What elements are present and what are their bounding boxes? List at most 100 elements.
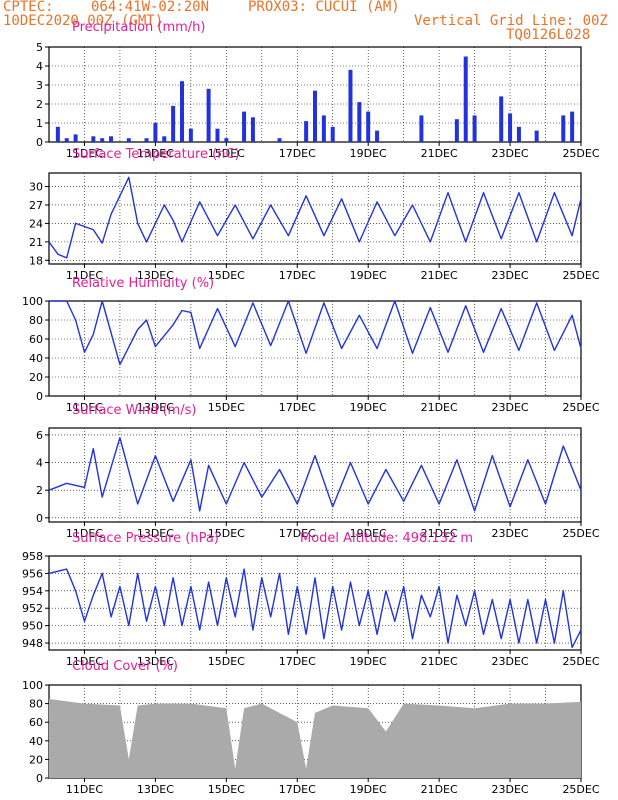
rh-xtick-label: 17DEC bbox=[279, 401, 316, 414]
precip-bar bbox=[454, 119, 459, 142]
precip-bar bbox=[357, 102, 362, 142]
pressure-ytick-label: 952 bbox=[22, 602, 43, 615]
temp-ytick-label: 27 bbox=[29, 199, 43, 212]
header-code: TQ0126L028 bbox=[506, 27, 591, 43]
temp-line bbox=[48, 176, 582, 259]
precip-bar bbox=[419, 115, 424, 142]
rh-xtick-label: 19DEC bbox=[350, 401, 387, 414]
wind-ytick-label: 0 bbox=[36, 512, 43, 525]
cloud-xtick-label: 17DEC bbox=[279, 783, 316, 796]
precip-bar bbox=[375, 130, 380, 142]
precip-ytick-label: 0 bbox=[36, 136, 43, 149]
cloud-ytick-label: 80 bbox=[29, 698, 43, 711]
cloud-ytick-label: 0 bbox=[36, 772, 43, 785]
precip-bar bbox=[188, 128, 193, 142]
temp-xtick-label: 17DEC bbox=[279, 269, 316, 282]
rh-line bbox=[49, 300, 582, 366]
rh-xtick-label: 25DEC bbox=[562, 401, 599, 414]
wind-xtick-label: 17DEC bbox=[279, 527, 316, 540]
rh-xtick-label: 13DEC bbox=[137, 401, 174, 414]
wind-ytick-label: 6 bbox=[36, 429, 43, 442]
wind-xtick-label: 15DEC bbox=[208, 527, 245, 540]
cloud-ytick-label: 60 bbox=[29, 716, 43, 729]
wind-xtick-label: 21DEC bbox=[421, 527, 458, 540]
pressure-ytick-label: 948 bbox=[22, 637, 43, 650]
pressure-ytick-label: 954 bbox=[22, 585, 43, 598]
precip-bar bbox=[348, 69, 353, 142]
precip-ytick-label: 2 bbox=[36, 98, 43, 111]
precip-xtick-label: 15DEC bbox=[208, 147, 245, 160]
pressure-title: Surface Pressure (hPa) bbox=[72, 531, 219, 546]
temp-ytick-label: 18 bbox=[29, 254, 43, 267]
precip-bar bbox=[180, 81, 184, 142]
precip-xtick-label: 11DEC bbox=[66, 147, 103, 160]
pressure-xtick-label: 23DEC bbox=[492, 655, 529, 668]
header-date: 10DEC2020 00Z (GMT) bbox=[3, 13, 164, 29]
wind-xtick-label: 19DEC bbox=[350, 527, 387, 540]
precip-bar bbox=[330, 126, 335, 142]
temp-xtick-label: 11DEC bbox=[66, 269, 103, 282]
precip-bar bbox=[277, 138, 282, 142]
pressure-xtick-label: 17DEC bbox=[279, 655, 316, 668]
cloud-xtick-label: 11DEC bbox=[66, 783, 103, 796]
wind-ytick-label: 4 bbox=[36, 457, 43, 470]
pressure-xtick-label: 19DEC bbox=[350, 655, 387, 668]
cloud-xtick-label: 23DEC bbox=[492, 783, 529, 796]
precip-bar bbox=[171, 105, 176, 142]
precip-bar bbox=[55, 126, 60, 142]
wind-line bbox=[48, 437, 582, 512]
rh-xtick-label: 21DEC bbox=[421, 401, 458, 414]
temp-xtick-label: 25DEC bbox=[562, 269, 599, 282]
wind-ytick-label: 2 bbox=[36, 484, 43, 497]
precip-bar bbox=[109, 136, 114, 142]
pressure-frame bbox=[48, 555, 582, 651]
temp-ytick-label: 21 bbox=[29, 236, 43, 249]
precip-xtick-label: 13DEC bbox=[137, 147, 174, 160]
rh-ytick-label: 40 bbox=[29, 352, 43, 365]
cloud-xtick-label: 13DEC bbox=[137, 783, 174, 796]
precip-bar bbox=[321, 115, 326, 142]
pressure-ytick-label: 956 bbox=[22, 567, 43, 580]
precip-bar bbox=[472, 115, 477, 142]
cloud-ytick-label: 20 bbox=[29, 753, 43, 766]
rh-xtick-label: 23DEC bbox=[492, 401, 529, 414]
cloud-area bbox=[49, 699, 581, 778]
precip-bar bbox=[162, 136, 167, 142]
temp-frame bbox=[48, 172, 582, 265]
precip-bar bbox=[242, 111, 247, 142]
temp-ytick-label: 30 bbox=[29, 181, 43, 194]
rh-xtick-label: 15DEC bbox=[208, 401, 245, 414]
rh-ytick-label: 60 bbox=[29, 333, 43, 346]
wind-xtick-label: 13DEC bbox=[137, 527, 174, 540]
precip-bar bbox=[516, 126, 521, 142]
precip-bar bbox=[534, 130, 539, 142]
precip-bar bbox=[570, 111, 575, 142]
cloud-ytick-label: 40 bbox=[29, 735, 43, 748]
precip-ytick-label: 1 bbox=[36, 117, 43, 130]
precip-bar bbox=[499, 96, 504, 142]
precip-xtick-label: 19DEC bbox=[350, 147, 387, 160]
precip-bar bbox=[304, 121, 309, 142]
precip-bar bbox=[91, 136, 96, 142]
cloud-xtick-label: 21DEC bbox=[421, 783, 458, 796]
precip-ytick-label: 5 bbox=[36, 41, 43, 54]
temp-xtick-label: 23DEC bbox=[492, 269, 529, 282]
header-source: CPTEC: bbox=[3, 0, 54, 15]
precip-bar bbox=[73, 134, 78, 142]
header-coords: 064:41W-02:20N bbox=[91, 0, 210, 15]
pressure-annotation: Model Altitude: 498.132 m bbox=[300, 531, 473, 546]
pressure-ytick-label: 950 bbox=[22, 620, 43, 633]
precip-bar bbox=[64, 138, 69, 142]
precip-ytick-label: 4 bbox=[36, 60, 43, 73]
precip-bar bbox=[250, 117, 255, 142]
pressure-ytick-label: 958 bbox=[22, 550, 43, 563]
pressure-xtick-label: 11DEC bbox=[66, 655, 103, 668]
precip-ytick-label: 3 bbox=[36, 79, 43, 92]
cloud-xtick-label: 19DEC bbox=[350, 783, 387, 796]
temp-xtick-label: 19DEC bbox=[350, 269, 387, 282]
pressure-line bbox=[48, 568, 582, 649]
temp-xtick-label: 13DEC bbox=[137, 269, 174, 282]
wind-frame bbox=[48, 427, 582, 523]
rh-ytick-label: 80 bbox=[29, 314, 43, 327]
temp-xtick-label: 21DEC bbox=[421, 269, 458, 282]
